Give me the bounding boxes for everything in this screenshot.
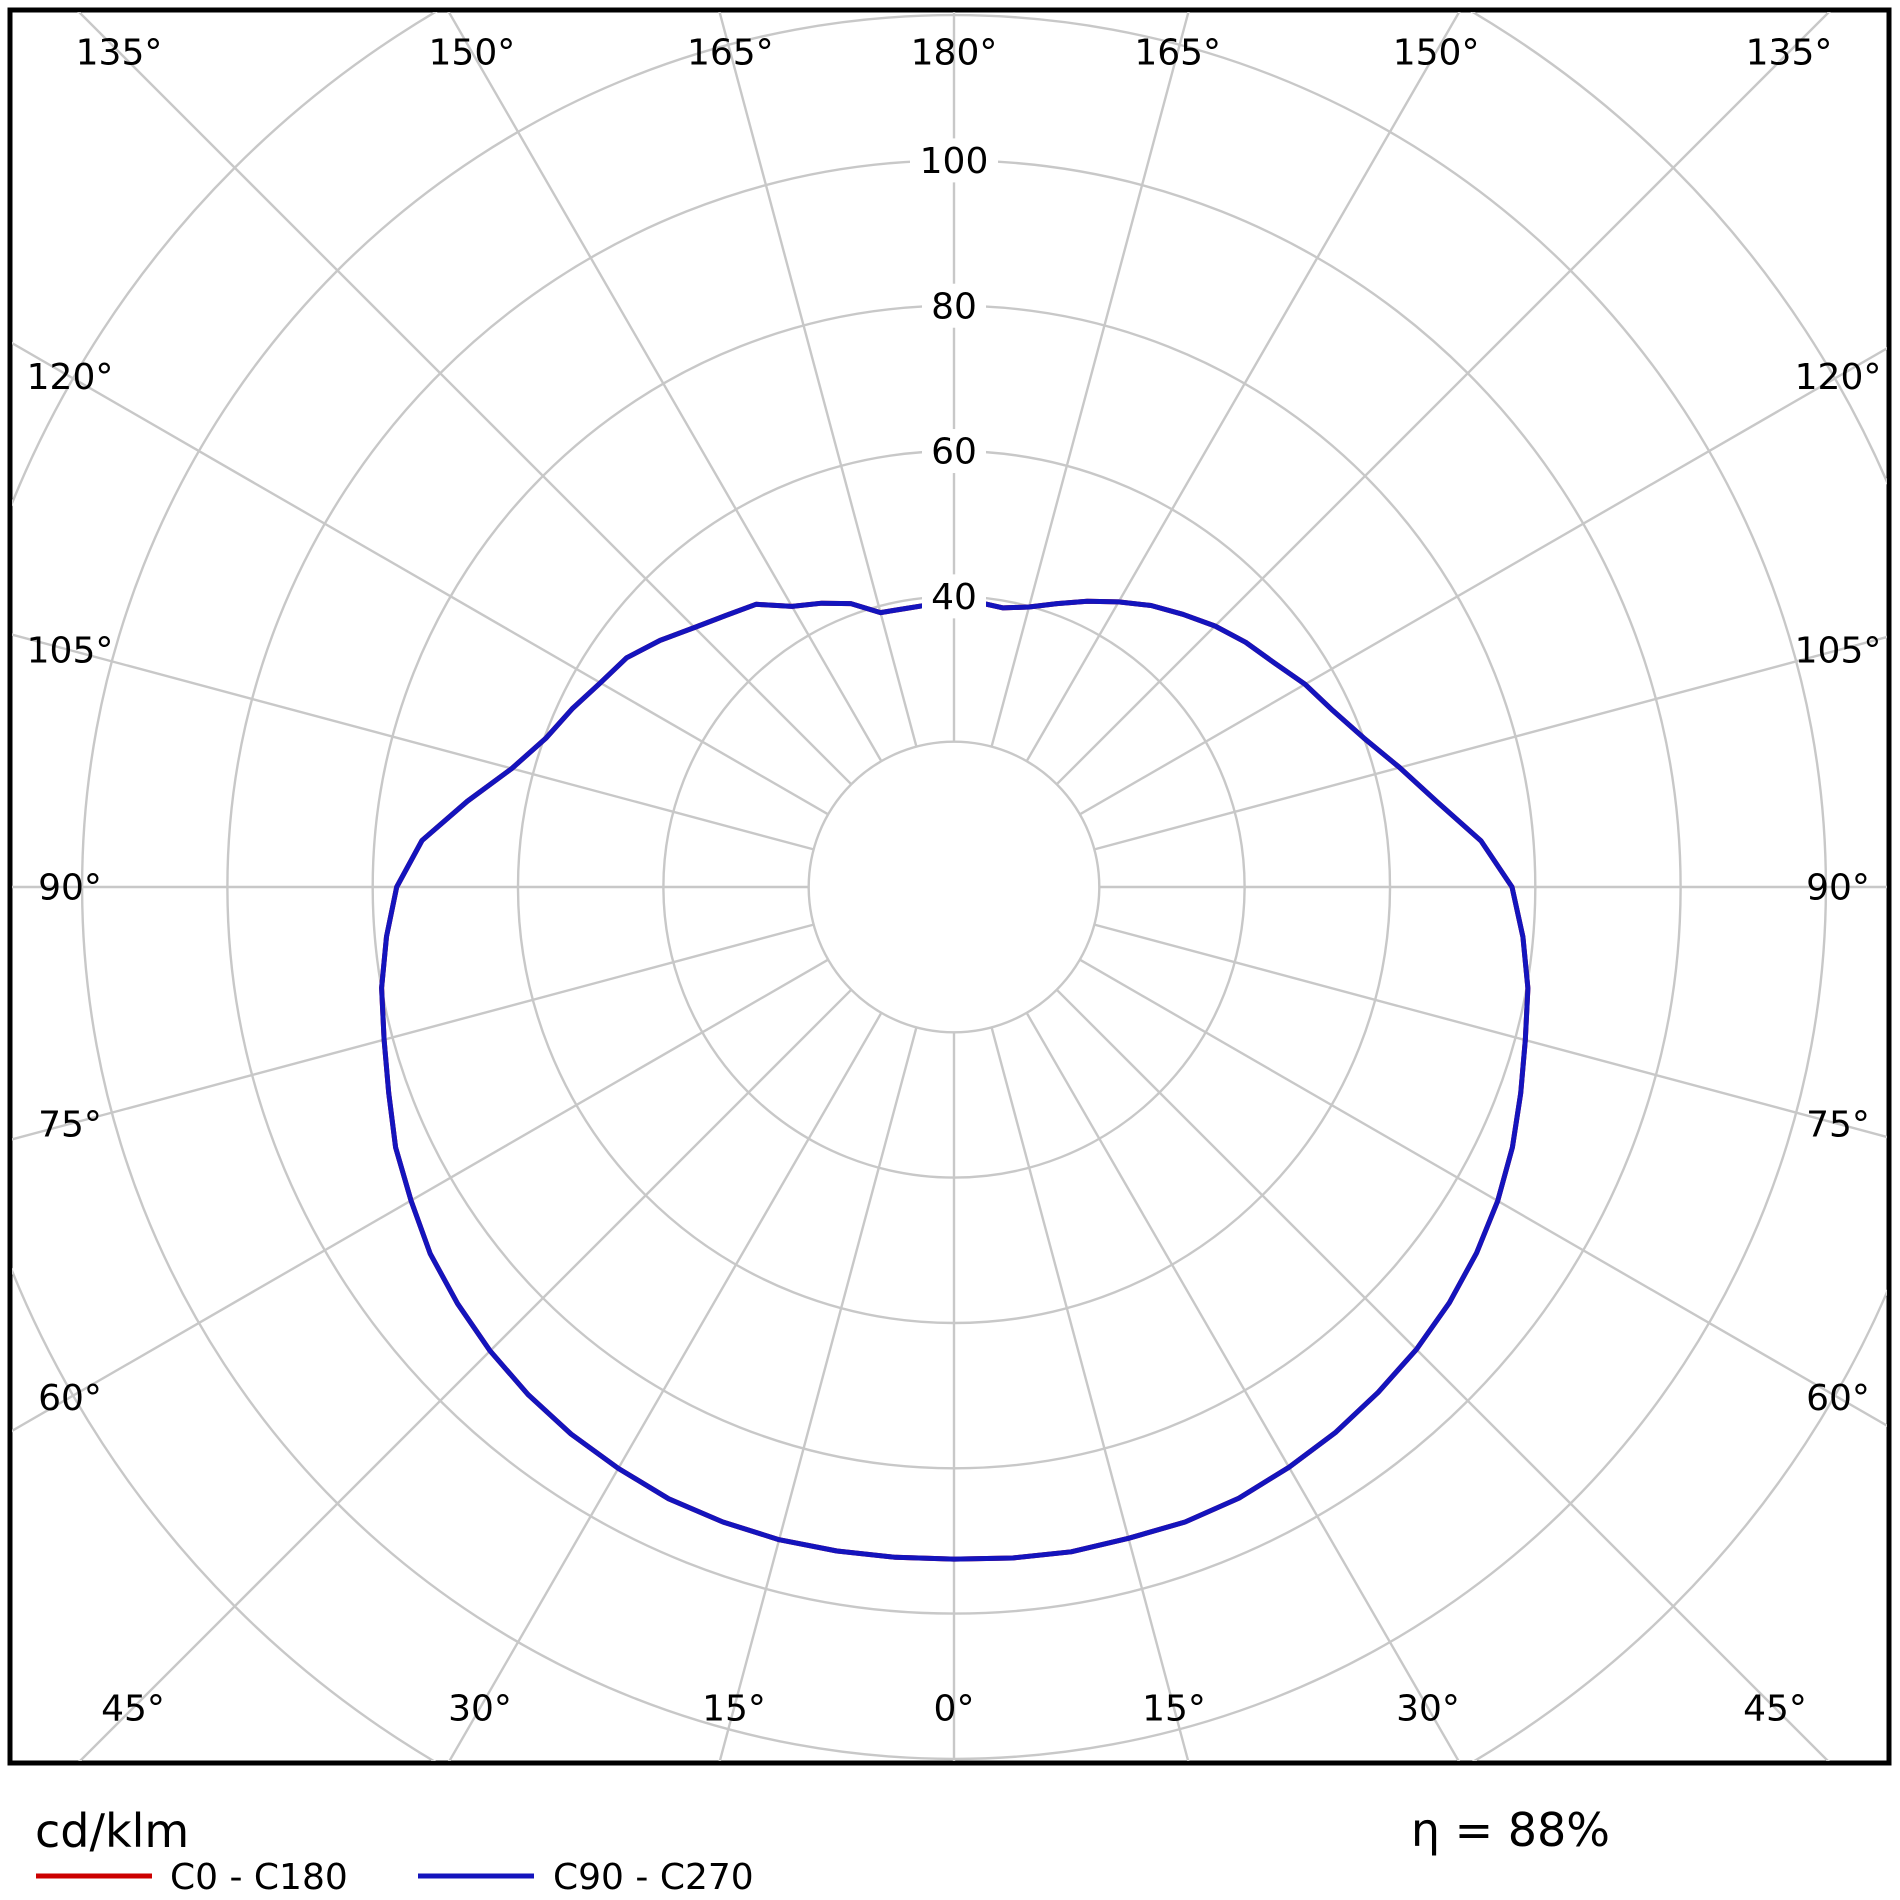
curve-c90-c270 [379,598,1531,1562]
ring-label-bg [922,429,986,474]
grid-spoke [447,12,883,762]
angle-label: 120° [27,357,114,398]
grid-ring [807,740,1101,1034]
grid-spoke [78,988,853,1761]
angle-label: 150° [1393,33,1480,74]
efficiency-label: η = 88% [1411,1803,1610,1857]
ring-label-bg [922,283,986,328]
ring-label: 80 [931,286,977,327]
angle-label: 30° [1396,1689,1460,1730]
angle-label: 45° [101,1689,165,1730]
angle-label: 15° [702,1689,766,1730]
grid-spoke [990,12,1190,747]
angle-label: 150° [429,33,516,74]
angle-label: 165° [687,33,774,74]
grid-spoke [12,923,814,1141]
plot-frame [7,7,1892,1766]
grid-spoke [1055,988,1830,1761]
grid-spoke [12,958,829,1433]
angle-label: 60° [38,1378,102,1419]
grid-spoke [12,633,814,851]
distribution-curves [379,598,1531,1562]
angle-label: 180° [911,33,998,74]
grid-spoke [77,12,853,786]
legend-label-c0: C0 - C180 [170,1857,348,1898]
ring-label: 60 [931,432,977,473]
angle-label: 15° [1142,1689,1206,1730]
ring-label-bg [922,574,986,619]
legend-label-c90: C90 - C270 [553,1857,754,1898]
grid-spoke [1025,1012,1460,1761]
angle-label: 135° [1746,33,1833,74]
angle-tick-labels: 0° 15° 15° 30° 30° 45° 45° 60° 60° 75° 75° 90° 90° 10… [27,33,1882,1730]
legend: C0 - C180 C90 - C270 [36,1857,754,1898]
grid-spoke [448,1012,883,1761]
angle-label: 105° [27,631,114,672]
angle-label: 45° [1743,1689,1807,1730]
grid-spoke [718,1027,918,1761]
angle-label: 90° [1806,868,1870,909]
ring-label: 100 [920,141,989,182]
angle-label: 90° [38,868,102,909]
grid-spoke [12,341,829,816]
grid-spoke [1055,12,1831,786]
grid-spoke [718,12,918,747]
angle-label: 30° [448,1689,512,1730]
radial-tick-labels: 40 60 80 100 [910,138,998,619]
angle-label: 120° [1795,357,1882,398]
ring-label-bg [910,138,998,183]
grid-spoke [1094,923,1887,1139]
angle-label: 0° [934,1689,975,1730]
angle-label: 165° [1134,33,1221,74]
angle-label: 105° [1795,631,1882,672]
angle-label: 60° [1806,1378,1870,1419]
unit-label: cd/klm [35,1804,189,1858]
grid-spoke [990,1027,1190,1761]
angle-label: 135° [76,33,163,74]
grid-spoke [1025,12,1461,762]
grid-spoke [1094,635,1887,851]
grid-spoke [1079,958,1887,1428]
angle-label: 75° [38,1105,102,1146]
angle-label: 75° [1806,1105,1870,1146]
grid-spoke [1079,346,1887,816]
ring-label: 40 [931,577,977,618]
